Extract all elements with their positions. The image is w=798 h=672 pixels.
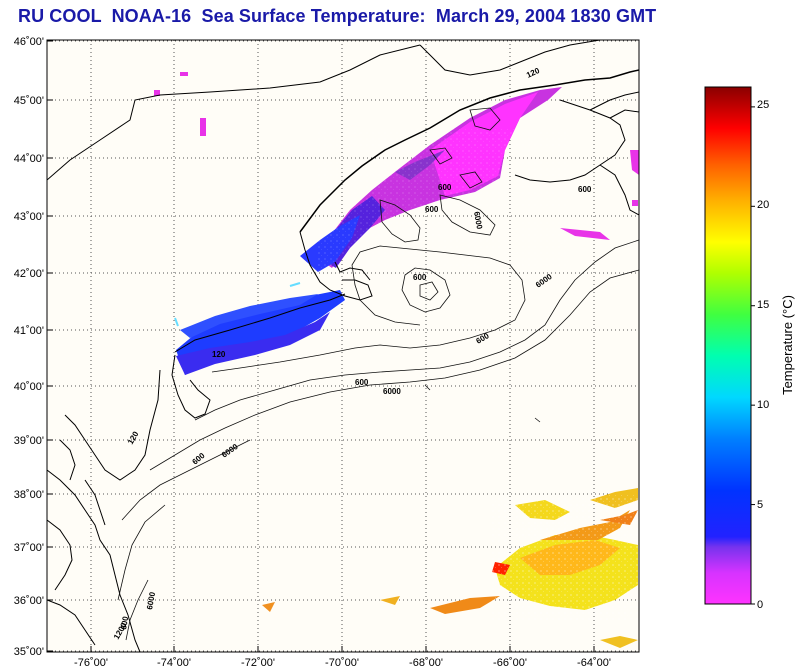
colorbar-tick-label: 10 — [757, 399, 769, 411]
lat-label: 37˚00' — [14, 542, 44, 554]
coastline — [47, 40, 639, 652]
contour-label: 600 — [413, 273, 427, 282]
map-title: RU COOL NOAA-16 Sea Surface Temperature:… — [18, 6, 657, 26]
contour-label: 120 — [212, 350, 226, 359]
lat-label: 40˚00' — [14, 381, 44, 393]
sst-gulf-stream — [262, 488, 638, 648]
lon-label: -76˚00' — [74, 657, 108, 669]
lat-label: 38˚00' — [14, 489, 44, 501]
contour-label: 600 — [119, 615, 130, 630]
longitude-labels: -76˚00' -74˚00' -72˚00' -70˚00' -68˚00' … — [74, 657, 611, 669]
map-frame — [46, 39, 640, 653]
contour-label: 600 — [425, 205, 439, 214]
axis-ticks — [47, 40, 595, 652]
bathymetry-contours — [117, 107, 639, 641]
sst-gulf-of-maine-swath — [300, 87, 568, 278]
lat-label: 41˚00' — [14, 325, 44, 337]
lat-label: 43˚00' — [14, 211, 44, 223]
lon-label: -64˚00' — [577, 657, 611, 669]
contour-label: 600 — [578, 185, 592, 194]
lon-label: -72˚00' — [241, 657, 275, 669]
contour-label: 600 — [438, 183, 452, 192]
colorbar-gradient — [704, 86, 752, 605]
colorbar-tick-label: 5 — [757, 499, 763, 511]
contour-label: 6000 — [383, 387, 401, 396]
lon-label: -74˚00' — [157, 657, 191, 669]
sst-long-island-swath — [174, 282, 345, 375]
colorbar: 25 20 15 10 5 0 Temperature (°C) — [704, 86, 795, 611]
contour-label: 6000 — [145, 591, 157, 611]
lat-label: 44˚00' — [14, 153, 44, 165]
colorbar-title: Temperature (°C) — [780, 295, 795, 395]
lat-label: 35˚00' — [14, 646, 44, 658]
lat-label: 36˚00' — [14, 595, 44, 607]
lon-label: -68˚00' — [409, 657, 443, 669]
sst-small-patches — [154, 72, 639, 240]
lat-label: 46˚00' — [14, 36, 44, 48]
contour-label: 600 — [355, 378, 369, 387]
colorbar-tick-label: 0 — [757, 599, 763, 611]
colorbar-ticks — [751, 106, 755, 605]
lat-label: 42˚00' — [14, 268, 44, 280]
latitude-labels: 46˚00' 45˚00' 44˚00' 43˚00' 42˚00' 41˚00… — [14, 36, 44, 658]
contour-label: 6000 — [472, 211, 484, 231]
lon-label: -70˚00' — [325, 657, 359, 669]
lon-label: -66˚00' — [493, 657, 527, 669]
colorbar-tick-label: 20 — [757, 199, 769, 211]
lat-label: 45˚00' — [14, 95, 44, 107]
colorbar-tick-label: 25 — [757, 99, 769, 111]
lat-label: 39˚00' — [14, 435, 44, 447]
colorbar-tick-label: 15 — [757, 299, 769, 311]
